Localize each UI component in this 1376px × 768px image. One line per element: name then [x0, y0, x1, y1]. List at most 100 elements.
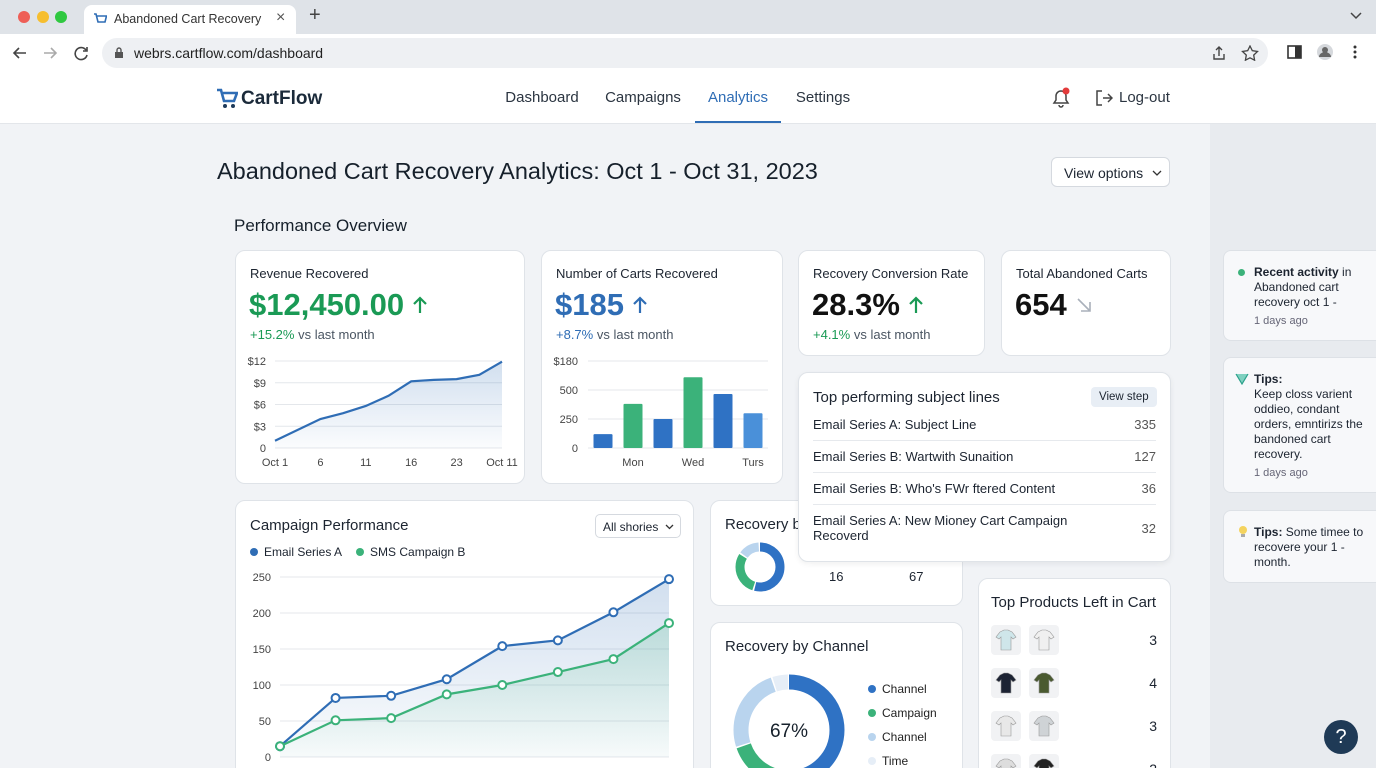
- activity-title: Tips:: [1254, 525, 1283, 539]
- legend-label: Email Series A: [264, 545, 343, 559]
- active-underline: [694, 121, 782, 123]
- product-thumb: [1029, 668, 1059, 698]
- subject-row: Email Series B: Wartwith Sunaition 127: [813, 441, 1156, 473]
- kpi-card: Recovery Conversion Rate 28.3% +4.1% vs …: [798, 250, 985, 356]
- brand: CartFlow: [241, 88, 323, 109]
- products-card: Top Products Left in Cart 3 4 3 2: [978, 578, 1171, 768]
- activity-text: Keep closs varient oddieo, condant order…: [1254, 387, 1363, 461]
- product-icon: [1033, 672, 1055, 694]
- nav-link[interactable]: Dashboard: [505, 89, 579, 106]
- card-title: Recovery by Channel: [725, 638, 869, 655]
- subject-name: Email Series B: Who's FWr ftered Content: [813, 481, 1056, 496]
- subject-card: Top performing subject lines View step E…: [798, 372, 1171, 562]
- product-count: 3: [1149, 718, 1157, 734]
- tab[interactable]: Abandoned Cart Recovery An ×: [84, 5, 296, 34]
- kpi-value: 28.3%: [812, 287, 900, 322]
- subject-name: Email Series A: Subject Line: [813, 417, 977, 432]
- product-thumb: [991, 711, 1021, 741]
- product-thumb: [991, 625, 1021, 655]
- card-title: Top performing subject lines: [813, 389, 1000, 406]
- tab-bar: Abandoned Cart Recovery An × +: [0, 0, 1376, 34]
- help-button[interactable]: ?: [1324, 720, 1358, 754]
- kpi-label: Number of Carts Recovered: [556, 266, 718, 281]
- logo: [217, 88, 238, 108]
- filter-label: All shories: [603, 520, 659, 534]
- app-header: [0, 72, 1376, 124]
- kpi-note: vs last month: [853, 327, 931, 342]
- product-count: 4: [1149, 675, 1157, 691]
- subject-count: 127: [1134, 449, 1156, 464]
- page-title: Abandoned Cart Recovery Analytics: Oct 1…: [217, 158, 818, 184]
- activity-title: Tips:: [1254, 372, 1283, 386]
- card-title: Campaign Performance: [250, 517, 409, 534]
- activity-text: in Abandoned cart recovery oct 1 -: [1254, 265, 1352, 309]
- omnibox[interactable]: webrs.cartflow.com/dashboard: [102, 38, 1268, 68]
- subject-row: Email Series A: New Mioney Cart Campaign…: [813, 505, 1156, 551]
- kpi-label: Recovery Conversion Rate: [813, 266, 969, 281]
- kpi-value: $185: [555, 287, 624, 322]
- subject-count: 32: [1141, 520, 1156, 536]
- kpi-label: Total Abandoned Carts: [1016, 266, 1148, 281]
- section-title: Performance Overview: [234, 216, 407, 235]
- subject-count: 36: [1141, 481, 1156, 496]
- kpi-value: $12,450.00: [249, 287, 405, 322]
- product-icon: [995, 672, 1017, 694]
- nav-link[interactable]: Campaigns: [605, 89, 681, 106]
- kpi-card: Revenue Recovered $12,450.00 +15.2% vs l…: [235, 250, 525, 484]
- url: webrs.cartflow.com/dashboard: [134, 45, 324, 61]
- product-icon: [995, 629, 1017, 651]
- product-thumb: [1029, 711, 1059, 741]
- kpi-note: vs last month: [596, 327, 674, 342]
- notifications[interactable]: [1050, 87, 1072, 109]
- channel-card: Recovery by Channel: [710, 622, 963, 768]
- view-options[interactable]: View options: [1051, 157, 1170, 187]
- kpi-note: vs last month: [298, 327, 375, 342]
- product-thumb: [1029, 754, 1059, 768]
- product-count: 2: [1149, 761, 1157, 768]
- subject-name: Email Series B: Wartwith Sunaition: [813, 449, 1014, 464]
- product-thumb: [991, 754, 1021, 768]
- card-title: Top Products Left in Cart: [991, 594, 1157, 611]
- new-tab[interactable]: +: [309, 4, 321, 26]
- subject-name: Email Series A: New Mioney Cart Campaign…: [813, 513, 1068, 543]
- activity-text: Some timee to recovere your 1 - month.: [1254, 525, 1364, 569]
- product-icon: [995, 715, 1017, 737]
- product-icon: [1033, 758, 1055, 768]
- subject-row: Email Series A: Subject Line 335: [813, 409, 1156, 441]
- nav-link[interactable]: Analytics: [707, 89, 769, 106]
- kpi-change: +8.7%: [556, 327, 594, 342]
- tab-title: Abandoned Cart Recovery An: [114, 12, 264, 26]
- campaign-card: Campaign Performance All shories Email S…: [235, 500, 694, 768]
- kpi-change: +15.2%: [250, 327, 295, 342]
- kpi-label: Revenue Recovered: [250, 266, 369, 281]
- product-thumb: [1029, 625, 1059, 655]
- subject-count: 335: [1134, 417, 1156, 432]
- filter[interactable]: All shories: [595, 514, 681, 538]
- kpi-value: 654: [1015, 287, 1067, 322]
- subject-row: Email Series B: Who's FWr ftered Content…: [813, 473, 1156, 505]
- kpi-card: Total Abandoned Carts 654: [1001, 250, 1171, 356]
- product-count: 3: [1149, 632, 1157, 648]
- activity-card: Recent activity in Abandoned cart recove…: [1223, 250, 1376, 341]
- stat: 67: [909, 569, 924, 584]
- logout[interactable]: Log-out: [1119, 89, 1170, 106]
- nav-link[interactable]: Settings: [795, 89, 851, 106]
- activity-title: Recent activity: [1254, 265, 1339, 279]
- activity-time: 1 days ago: [1254, 467, 1308, 479]
- kpi-card: Number of Carts Recovered $185 +8.7% vs …: [541, 250, 783, 484]
- kpi-change: +4.1%: [813, 327, 851, 342]
- product-icon: [1033, 715, 1055, 737]
- help-label: ?: [1335, 726, 1347, 748]
- card-title: Recovery b: [725, 516, 801, 533]
- legend-label: SMS Campaign B: [370, 545, 466, 559]
- product-thumb: [991, 668, 1021, 698]
- activity-time: 1 days ago: [1254, 315, 1308, 327]
- activity-card: Tips: Some timee to recovere your 1 - mo…: [1223, 510, 1376, 583]
- view-step-label: View step: [1099, 391, 1149, 403]
- view-step[interactable]: View step: [1091, 387, 1157, 407]
- product-icon: [1033, 629, 1055, 651]
- address-row: webrs.cartflow.com/dashboard: [0, 34, 1376, 73]
- stat: 16: [829, 569, 844, 584]
- product-icon: [995, 758, 1017, 768]
